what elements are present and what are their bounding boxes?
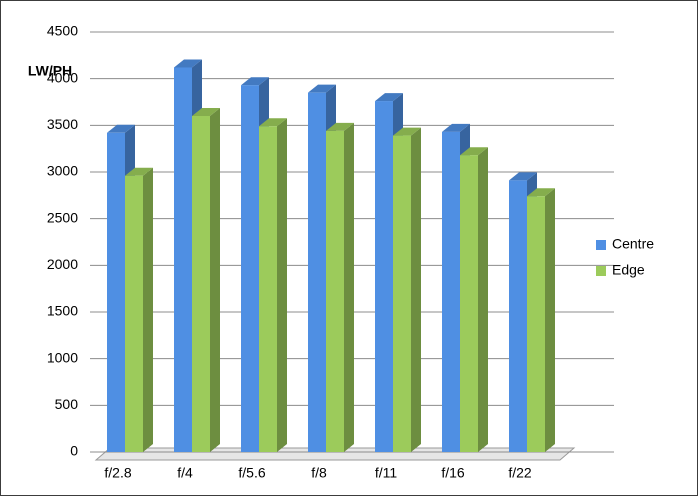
y-tick-label: 0 — [70, 443, 78, 459]
y-tick-label: 3500 — [47, 116, 78, 132]
bar-side — [478, 147, 488, 452]
y-tick-label: 2500 — [47, 209, 78, 225]
bar-top — [326, 122, 354, 131]
bar — [174, 67, 192, 452]
bar-top — [442, 123, 470, 132]
bar — [125, 175, 143, 452]
bar — [107, 132, 125, 453]
legend-label: Centre — [612, 236, 654, 252]
y-tick-label: 4000 — [47, 69, 78, 85]
y-tick-label: 1500 — [47, 303, 78, 319]
bar-top — [393, 127, 421, 136]
bar-side — [344, 122, 354, 452]
bar — [460, 155, 478, 452]
bar-top — [375, 93, 403, 102]
bar-top — [527, 188, 555, 197]
bar — [326, 130, 344, 452]
legend-swatch — [596, 266, 606, 276]
bar-top — [107, 124, 135, 133]
bar-top — [241, 77, 269, 86]
bar — [442, 131, 460, 452]
x-tick-label: f/4 — [177, 465, 193, 481]
y-tick-label: 500 — [55, 396, 79, 412]
bar — [259, 126, 277, 453]
bar-side — [277, 118, 287, 453]
x-tick-label: f/8 — [311, 465, 327, 481]
legend-swatch — [596, 240, 606, 250]
y-tick-label: 2000 — [47, 256, 78, 272]
y-axis-label: LW/PH — [28, 63, 72, 79]
bar — [192, 116, 210, 452]
legend-label: Edge — [612, 262, 645, 278]
bar — [375, 101, 393, 453]
x-tick-label: f/16 — [441, 465, 465, 481]
x-tick-label: f/11 — [375, 465, 398, 481]
bar — [241, 85, 259, 452]
bar-top — [125, 167, 153, 176]
bar-side — [143, 167, 153, 452]
bar — [527, 196, 545, 452]
bar — [393, 135, 411, 452]
bar-top — [192, 108, 220, 116]
x-tick-label: f/22 — [508, 465, 532, 481]
bar-top — [308, 84, 336, 93]
x-tick-label: f/5.6 — [238, 465, 265, 481]
bar-side — [411, 127, 421, 452]
y-tick-label: 4500 — [47, 23, 78, 39]
bar-top — [174, 59, 202, 68]
y-tick-label: 1000 — [47, 349, 78, 365]
bar-side — [210, 108, 220, 452]
y-tick-label: 3000 — [47, 163, 78, 179]
bar — [308, 92, 326, 453]
bar-top — [509, 172, 537, 181]
bar-top — [460, 147, 488, 156]
bar-top — [259, 118, 287, 127]
bar-side — [545, 188, 555, 452]
x-tick-label: f/2.8 — [104, 465, 131, 481]
bar — [509, 180, 527, 452]
